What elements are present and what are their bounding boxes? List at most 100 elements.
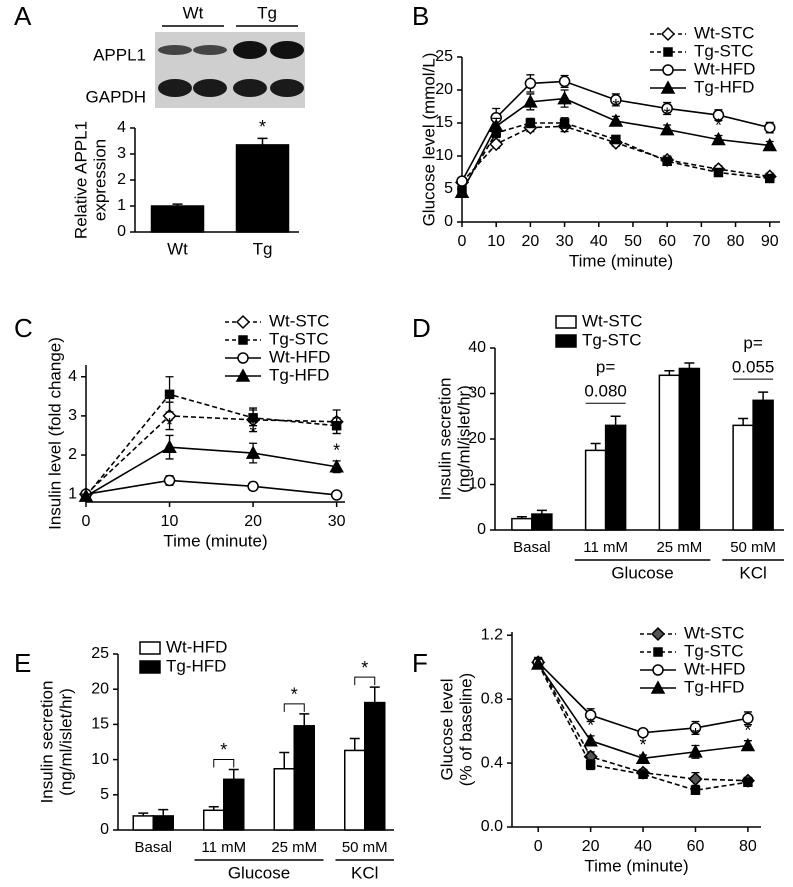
y-tick-label: 20 [91, 680, 109, 697]
legend-label: Tg-STC [582, 330, 642, 349]
point [661, 102, 673, 115]
annotation: * [744, 720, 751, 740]
bar [604, 424, 627, 531]
x-tick-label: 25 mM [271, 839, 317, 856]
y-tick-label: 25 [91, 645, 109, 662]
y-tick-label: 5 [444, 180, 453, 197]
y-tick-label: 15 [435, 114, 453, 131]
point [638, 769, 648, 780]
annotation: * [250, 423, 257, 443]
legend-label: Wt-STC [269, 311, 329, 330]
point [488, 118, 504, 133]
bar [752, 399, 774, 531]
x-tick-label: Basal [134, 839, 172, 856]
line [461, 125, 770, 183]
y-tick-label: 10 [435, 147, 453, 164]
x-tick-label: 10 [161, 513, 179, 530]
y-tick-label: 25 [435, 48, 453, 65]
legend-label: Wt-HFD [269, 347, 330, 366]
y-tick-label: 1.2 [481, 626, 503, 643]
blot-band [270, 41, 304, 59]
legend-label: Tg-STC [684, 641, 744, 660]
point [557, 91, 572, 105]
legend-label: Wt-HFD [694, 59, 755, 78]
line [85, 415, 337, 495]
error-bar [158, 808, 169, 816]
x-tick-label: 40 [634, 838, 652, 855]
legend-label: Tg-STC [694, 41, 754, 60]
bar [531, 513, 553, 531]
legend-marker [663, 47, 673, 57]
legend-marker [235, 314, 251, 330]
x-tick-label: 20 [582, 838, 600, 855]
legend-label: Wt-HFD [684, 659, 745, 678]
legend-label: Tg-STC [269, 329, 329, 348]
legend-label: Tg-HFD [684, 677, 744, 696]
x-tick-label: 10 [487, 233, 505, 250]
point [559, 118, 570, 128]
y-axis-label: Relative APPL1 [71, 121, 90, 239]
legend-swatch [555, 315, 577, 329]
y-tick-label: 40 [468, 339, 486, 356]
legend-marker [653, 647, 663, 657]
y-tick-label: 0 [477, 521, 486, 538]
x-tick-label: 50 mM [730, 539, 776, 556]
point [523, 94, 538, 108]
blot-band [158, 79, 192, 97]
legend-marker [660, 80, 676, 94]
legend-marker [650, 626, 666, 642]
legend-label: Tg-HFD [269, 365, 329, 384]
x-tick-label: 0 [458, 233, 467, 250]
x-tick-label: 30 [556, 233, 574, 250]
x-tick-label: 40 [590, 233, 608, 250]
error-bar [590, 442, 601, 451]
line [537, 663, 749, 792]
x-tick-label: 30 [328, 513, 346, 530]
point [162, 439, 177, 453]
bar [150, 205, 205, 233]
line [461, 122, 770, 191]
x-tick-label: 90 [761, 233, 779, 250]
annotation: * [587, 716, 594, 736]
point [659, 122, 675, 136]
y-axis-label: Insulin level (fold change) [45, 337, 64, 530]
x-tick-label: 60 [687, 838, 705, 855]
point [689, 722, 702, 734]
point [763, 121, 776, 134]
point [558, 75, 571, 88]
blot-band [193, 45, 227, 55]
point [330, 489, 343, 501]
y-axis-label: Glucose level (mmol/L) [419, 53, 438, 227]
point [245, 445, 261, 459]
y-axis-label: (ng/ml/islet/hr) [56, 688, 75, 796]
annotation: * [715, 115, 722, 135]
annotation: * [259, 117, 266, 137]
point [712, 109, 725, 121]
blot-band [270, 79, 304, 97]
legend-label: Wt-STC [694, 23, 754, 42]
bracket [283, 703, 305, 712]
x-tick-label: 11 mM [583, 539, 628, 556]
legend-swatch [555, 334, 577, 348]
line [461, 97, 770, 193]
group-label: Glucose [611, 563, 673, 582]
y-axis-label: (% of baseline) [456, 673, 475, 786]
point [162, 408, 177, 423]
bar [235, 144, 290, 233]
legend-marker [235, 368, 251, 382]
annotation: p= [596, 358, 615, 377]
annotation: * [333, 441, 340, 461]
x-axis-label: Time (minute) [584, 856, 688, 875]
x-tick-label: 0 [82, 513, 91, 530]
point [585, 759, 596, 770]
error-bar [369, 686, 380, 703]
y-tick-label: 0.8 [481, 690, 503, 707]
point [78, 488, 94, 502]
annotation: * [220, 740, 227, 760]
annotation: * [692, 725, 699, 745]
point [637, 726, 649, 739]
point [331, 420, 342, 431]
annotation: p= [743, 334, 762, 353]
legend-label: Wt-STC [582, 311, 642, 330]
